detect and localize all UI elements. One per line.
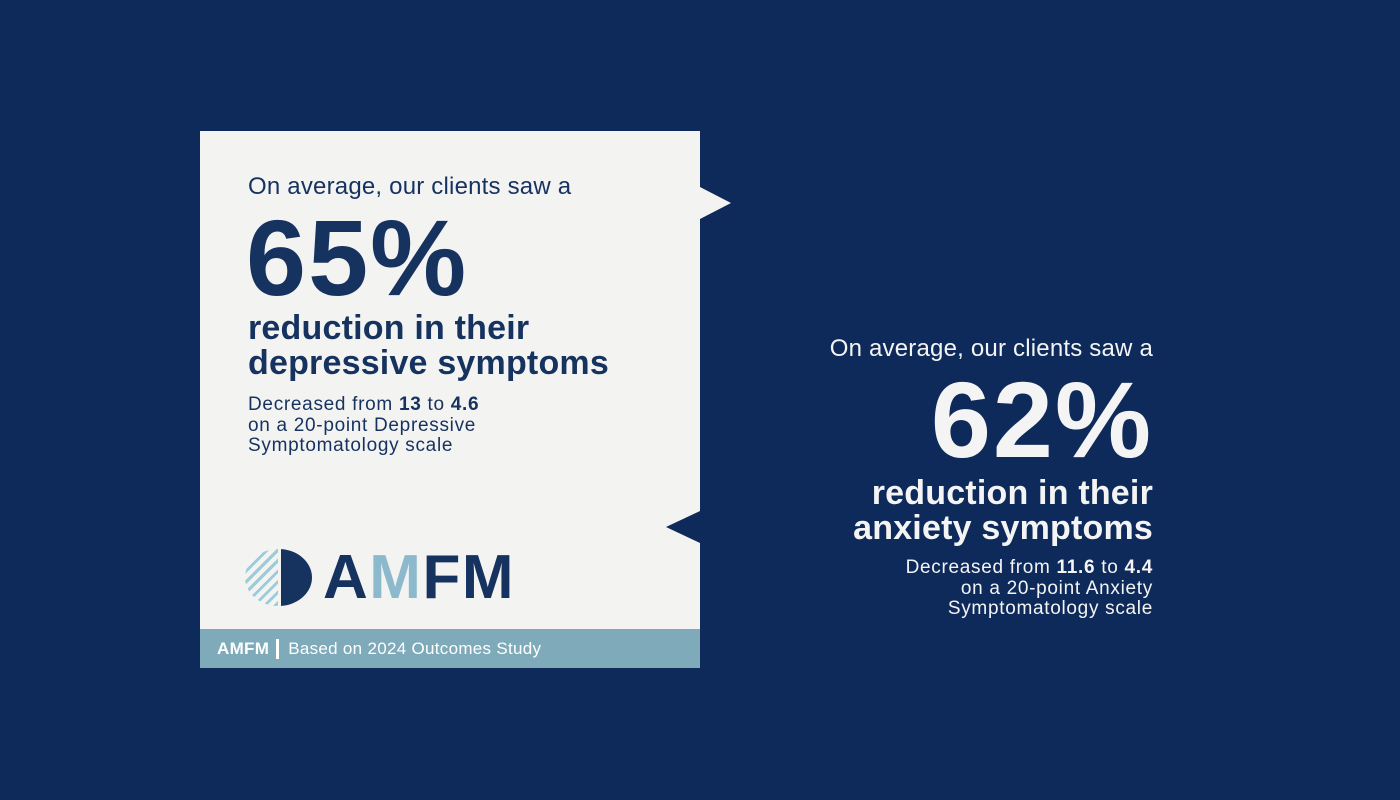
card-footer-bar: AMFM Based on 2024 Outcomes Study [200, 629, 700, 668]
depression-detail-line1: Decreased from 13 to 4.6 [248, 394, 480, 415]
anxiety-detail-line1: Decreased from 11.6 to 4.4 [905, 557, 1153, 578]
anxiety-detail-line2: on a 20-point Anxiety [960, 577, 1153, 599]
depression-detail: Decreased from 13 to 4.6 on a 20-point D… [248, 394, 480, 457]
footer-separator [276, 638, 280, 659]
depression-detail-line3: Symptomatology scale [248, 435, 454, 456]
card-notch-left-icon [666, 511, 700, 543]
anxiety-headline-line2: anxiety symptoms [853, 509, 1153, 547]
depression-stat-card: On average, our clients saw a 65% reduct… [200, 131, 700, 668]
footer-brand: AMFM [217, 638, 270, 658]
anxiety-detail-line3: Symptomatology scale [947, 598, 1153, 619]
depression-headline-line1: reduction in their [248, 309, 530, 347]
anxiety-stat-value: 62% [930, 359, 1153, 480]
amfm-logo-circle-icon [245, 549, 312, 606]
depression-detail-line2: on a 20-point Depressive [248, 414, 477, 436]
logo-striped-half [245, 549, 278, 606]
depression-headline: reduction in their depressive symptoms [248, 311, 609, 381]
depression-headline-line2: depressive symptoms [248, 344, 609, 382]
anxiety-stat-panel: On average, our clients saw a 62% reduct… [773, 336, 1153, 620]
footer-source-text: Based on 2024 Outcomes Study [288, 638, 542, 658]
depression-intro-text: On average, our clients saw a [248, 173, 572, 200]
logo-gap [278, 549, 281, 606]
anxiety-headline: reduction in their anxiety symptoms [773, 476, 1153, 546]
anxiety-intro-text: On average, our clients saw a [829, 335, 1153, 362]
anxiety-detail: Decreased from 11.6 to 4.4 on a 20-point… [773, 557, 1153, 620]
amfm-logo: AMFM [245, 543, 515, 612]
amfm-logo-wordmark: AMFM [323, 543, 515, 612]
depression-stat-value: 65% [246, 197, 469, 318]
anxiety-headline-line1: reduction in their [871, 474, 1153, 512]
card-pointer-right-icon [700, 187, 731, 219]
logo-solid-half [281, 549, 312, 606]
